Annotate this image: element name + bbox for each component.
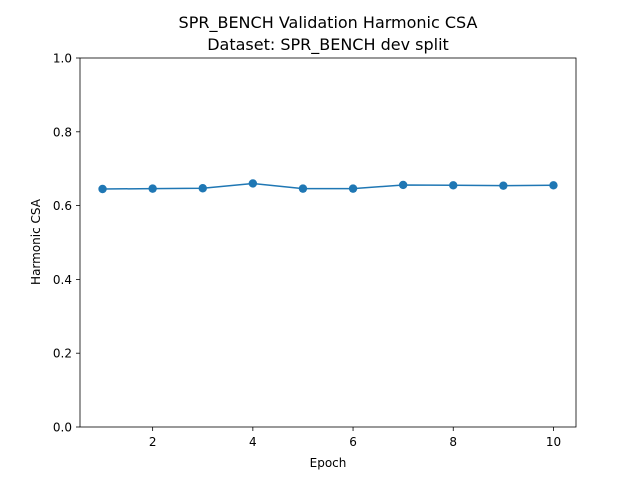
- y-tick-label: 1.0: [53, 52, 72, 66]
- y-tick-label: 0.2: [53, 347, 72, 361]
- y-tick-label: 0.8: [53, 125, 72, 139]
- x-tick-label: 8: [449, 435, 457, 449]
- x-tick-label: 6: [349, 435, 357, 449]
- x-tick-label: 4: [249, 435, 257, 449]
- plot-area: 2 4 6 8 10 0.0 0.2 0.4 0.6 0.8 1.0: [53, 52, 577, 449]
- axes-frame: [79, 57, 577, 428]
- chart-title: SPR_BENCH Validation Harmonic CSA: [179, 13, 478, 33]
- data-point: [98, 184, 107, 194]
- data-point: [549, 181, 558, 190]
- data-point: [248, 179, 258, 188]
- data-point: [348, 184, 358, 193]
- x-tick-label: 10: [546, 435, 561, 449]
- series-line: [102, 182, 554, 190]
- x-tick-label: 2: [149, 435, 157, 449]
- data-point: [298, 184, 308, 193]
- y-axis-label: Harmonic CSA: [29, 198, 43, 285]
- data-point: [398, 180, 408, 190]
- data-point: [449, 181, 458, 190]
- data-point: [148, 184, 157, 193]
- data-point: [198, 184, 207, 193]
- y-tick-label: 0.4: [53, 273, 72, 287]
- data-point: [499, 181, 508, 190]
- y-tick-label: 0.6: [53, 199, 72, 213]
- y-tick-label: 0.0: [53, 421, 72, 435]
- x-axis-label: Epoch: [310, 456, 347, 470]
- chart-subtitle: Dataset: SPR_BENCH dev split: [207, 35, 449, 55]
